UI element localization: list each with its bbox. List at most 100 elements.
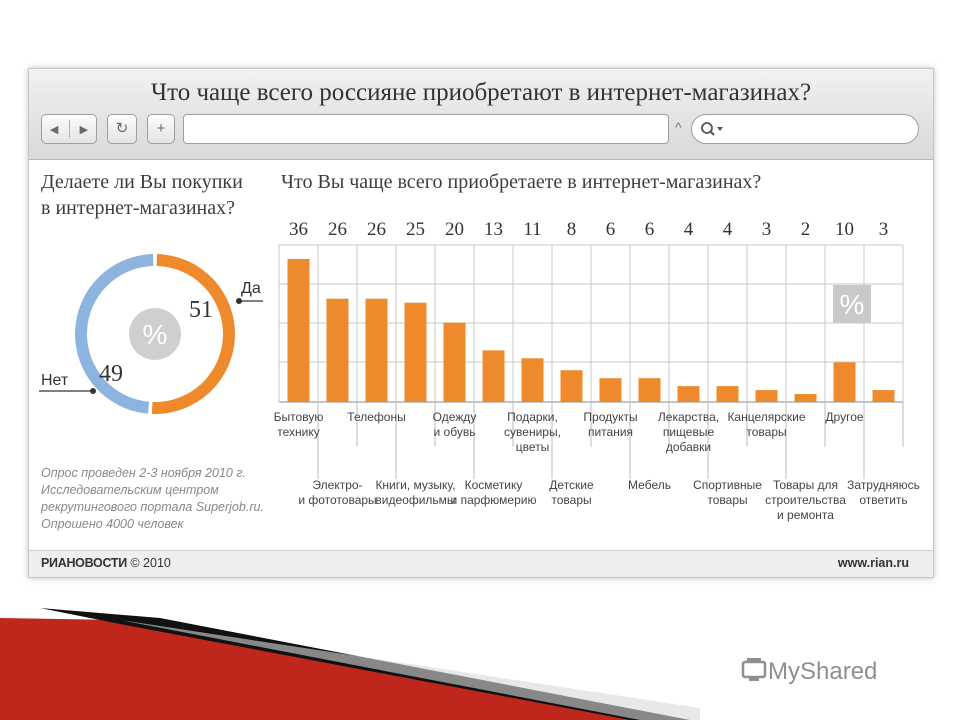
- value-label: 4: [723, 219, 733, 240]
- center-circle: [129, 308, 181, 360]
- bar: [404, 302, 427, 402]
- value-label: 13: [484, 219, 503, 240]
- category-label: Книги, музыку,: [375, 478, 455, 492]
- category-label: Лекарства,: [658, 410, 719, 424]
- percent-badge-icon: %: [840, 289, 865, 320]
- value-label: 36: [289, 219, 308, 240]
- watermark-text: MyShared: [768, 658, 878, 685]
- bar: [599, 378, 622, 402]
- window-title: Что чаще всего россияне приобретают в ин…: [150, 79, 812, 106]
- left-question-line1: Делаете ли Вы покупки: [41, 171, 243, 193]
- donut-slice-yes: [151, 254, 236, 415]
- search-field[interactable]: [691, 114, 919, 144]
- category-label: Бытовую: [274, 410, 324, 424]
- bar: [365, 298, 388, 402]
- slide-decoration: [0, 608, 700, 720]
- search-icon: [701, 122, 723, 136]
- right-question: Что Вы чаще всего приобретаете в интерне…: [281, 171, 762, 193]
- category-label: и ремонта: [777, 508, 834, 522]
- forward-arrow-icon[interactable]: ▶: [79, 124, 89, 136]
- survey-note-line: Исследовательским центром: [41, 483, 219, 497]
- category-label: питания: [588, 425, 633, 439]
- value-label: 10: [835, 219, 854, 240]
- category-label: сувениры,: [504, 425, 561, 439]
- donut-chart: % Да 51 Нет 49: [39, 254, 263, 415]
- yes-label: Да: [241, 280, 261, 297]
- value-label: 4: [684, 219, 694, 240]
- category-label: и фототовары: [298, 493, 376, 507]
- bar: [638, 378, 661, 402]
- left-question-line2: в интернет-магазинах?: [41, 197, 235, 219]
- bar: [716, 386, 739, 402]
- yes-value: 51: [189, 297, 213, 323]
- bar: [326, 298, 349, 402]
- value-label: 6: [645, 219, 655, 240]
- category-label: Электро-: [312, 478, 362, 492]
- survey-note-line: Опрошено 4000 человек: [41, 517, 184, 531]
- value-label: 26: [328, 219, 347, 240]
- new-tab-button[interactable]: +: [147, 114, 175, 144]
- dropdown-caret-icon[interactable]: ^: [675, 119, 682, 135]
- category-label: товары: [707, 493, 747, 507]
- reload-icon: ↻: [115, 120, 129, 137]
- reload-button[interactable]: ↻: [107, 114, 137, 144]
- value-label: 8: [567, 219, 577, 240]
- value-label: 3: [762, 219, 772, 240]
- category-label: ответить: [859, 493, 907, 507]
- bar: [521, 358, 544, 402]
- bar: [755, 390, 778, 402]
- value-label: 11: [523, 219, 541, 240]
- category-label: пищевые: [663, 425, 715, 439]
- bar: [287, 259, 310, 402]
- category-label: Другое: [825, 410, 863, 424]
- survey-note-line: рекрутингового портала Superjob.ru.: [41, 500, 264, 514]
- category-label: добавки: [666, 440, 711, 454]
- category-label: Канцелярские: [727, 410, 805, 424]
- footer-bar: РИАНОВОСТИ © 2010 www.rian.ru: [29, 550, 933, 577]
- category-label: строительства: [765, 493, 846, 507]
- value-label: 20: [445, 219, 464, 240]
- no-value: 49: [99, 361, 123, 387]
- category-label: Телефоны: [347, 410, 405, 424]
- percent-badge: [833, 285, 871, 323]
- category-label: видеофильмы: [375, 493, 455, 507]
- category-label: Детские: [549, 478, 594, 492]
- category-label: Мебель: [628, 478, 671, 492]
- category-label: Затрудняюсь: [847, 478, 920, 492]
- no-label: Нет: [41, 372, 69, 389]
- value-label: 26: [367, 219, 386, 240]
- category-label: и обувь: [434, 425, 476, 439]
- back-arrow-icon[interactable]: ◀: [49, 124, 59, 136]
- value-label: 6: [606, 219, 616, 240]
- site-link[interactable]: www.rian.ru: [837, 556, 909, 570]
- donut-slice-no: [75, 254, 154, 414]
- center-percent-icon: %: [143, 319, 168, 350]
- copyright-text: © 2010: [130, 556, 171, 570]
- value-label: 25: [406, 219, 425, 240]
- category-label: технику: [277, 425, 320, 439]
- footer-credit: РИАНОВОСТИ © 2010: [41, 556, 171, 570]
- category-label: Спортивные: [693, 478, 762, 492]
- category-label: Товары для: [773, 478, 838, 492]
- category-label: Косметику: [465, 478, 523, 492]
- category-label: и парфюмерию: [451, 493, 537, 507]
- survey-note-line: Опрос проведен 2-3 ноября 2010 г.: [41, 466, 246, 480]
- back-forward-buttons[interactable]: ◀ ▶: [41, 114, 97, 144]
- category-label: Одежду: [433, 410, 477, 424]
- browser-window: Что чаще всего россияне приобретают в ин…: [28, 68, 934, 578]
- address-bar[interactable]: [183, 114, 669, 144]
- survey-note: Опрос проведен 2-3 ноября 2010 г. Исслед…: [41, 465, 264, 533]
- bar: [560, 370, 583, 402]
- myshared-logo-icon: [741, 658, 767, 681]
- value-label: 3: [879, 219, 889, 240]
- bar: [833, 362, 856, 402]
- plus-icon: +: [156, 120, 166, 137]
- category-label: цветы: [516, 440, 550, 454]
- bar: [443, 322, 466, 402]
- bar: [482, 350, 505, 402]
- category-label: Подарки,: [507, 410, 558, 424]
- bar: [794, 394, 817, 402]
- category-label: Продукты: [583, 410, 637, 424]
- bar: [677, 386, 700, 402]
